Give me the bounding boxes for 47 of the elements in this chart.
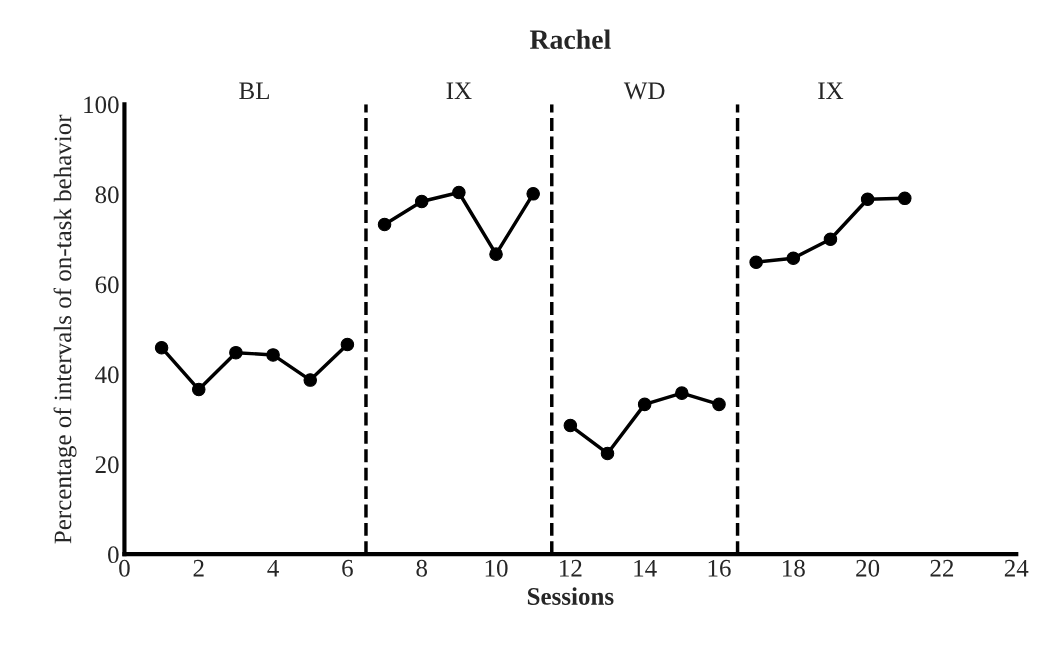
x-tick-label: 4 [267,559,279,577]
y-axis-title: Percentage of intervals of on-task behavior [53,114,77,544]
point [229,345,243,360]
x-tick-label: 8 [416,559,428,577]
x-axis-title: Sessions [527,587,614,605]
point [489,247,503,261]
point [786,251,801,265]
point [526,187,540,201]
text: IX [446,82,472,99]
x-tick-label: 22 [930,559,954,577]
y-tick-label: 60 [95,276,119,294]
point [266,348,280,362]
x-tick-label: 14 [634,559,657,577]
y-tick-label: 20 [95,456,119,474]
y-tick-label: 0 [108,546,119,564]
point [303,373,318,387]
x-tick-label: 20 [856,559,880,577]
point [860,192,875,207]
point [414,194,429,209]
text: WD [623,82,665,100]
x-tick-label: 12 [560,559,582,577]
point [823,232,838,247]
point [712,397,726,412]
text: IX [818,82,844,99]
point [898,191,912,206]
x-tick-label: 2 [193,559,204,577]
chart-title: Rachel [529,29,611,50]
point [563,418,578,433]
point [600,446,615,461]
y-tick-label: 80 [95,186,119,204]
y-tick-label: 40 [95,366,119,384]
x-tick-label: 0 [119,559,130,577]
point [675,386,689,400]
text: BL [239,82,269,100]
x-tick-label: 16 [708,559,731,577]
point [637,397,652,412]
x-tick-label: 10 [485,559,508,577]
point [154,340,169,355]
point [452,185,466,200]
point [377,217,392,232]
point [340,337,355,352]
x-tick-label: 6 [342,559,353,577]
y-tick-label: 100 [84,96,119,114]
point [749,255,763,269]
point [191,382,206,397]
x-tick-label: 24 [1004,559,1029,577]
x-tick-label: 18 [783,559,805,577]
